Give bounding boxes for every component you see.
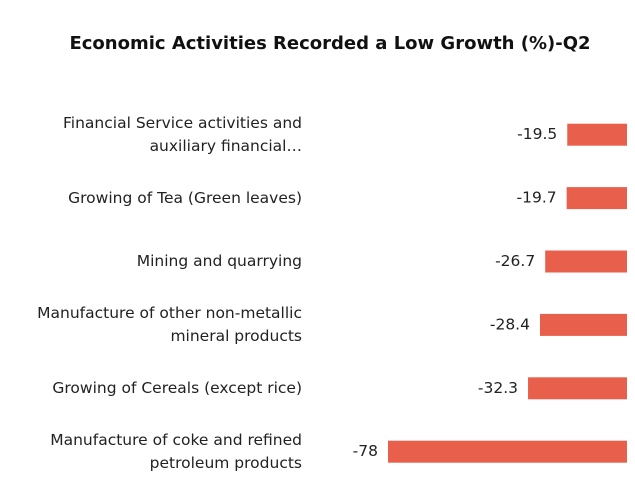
data-label: -19.7 xyxy=(517,189,557,207)
category-label: Financial Service activities and auxilia… xyxy=(63,113,302,155)
bar xyxy=(539,313,627,336)
bar xyxy=(545,250,627,273)
data-label: -28.4 xyxy=(490,315,530,333)
category-label: Manufacture of coke and refined petroleu… xyxy=(50,430,302,472)
bar xyxy=(567,123,627,146)
bar xyxy=(388,440,627,463)
data-label: -78 xyxy=(353,442,378,460)
category-label: Growing of Tea (Green leaves) xyxy=(68,188,302,207)
category-label: Mining and quarrying xyxy=(136,252,302,270)
data-label: -26.7 xyxy=(495,252,535,270)
category-label: Manufacture of other non-metallic minera… xyxy=(37,303,302,345)
bar xyxy=(528,377,627,400)
category-label: Growing of Cereals (except rice) xyxy=(52,378,302,397)
data-label: -32.3 xyxy=(478,379,518,397)
data-label: -19.5 xyxy=(517,125,557,143)
bar xyxy=(566,187,627,210)
chart-title: Economic Activities Recorded a Low Growt… xyxy=(69,33,591,54)
